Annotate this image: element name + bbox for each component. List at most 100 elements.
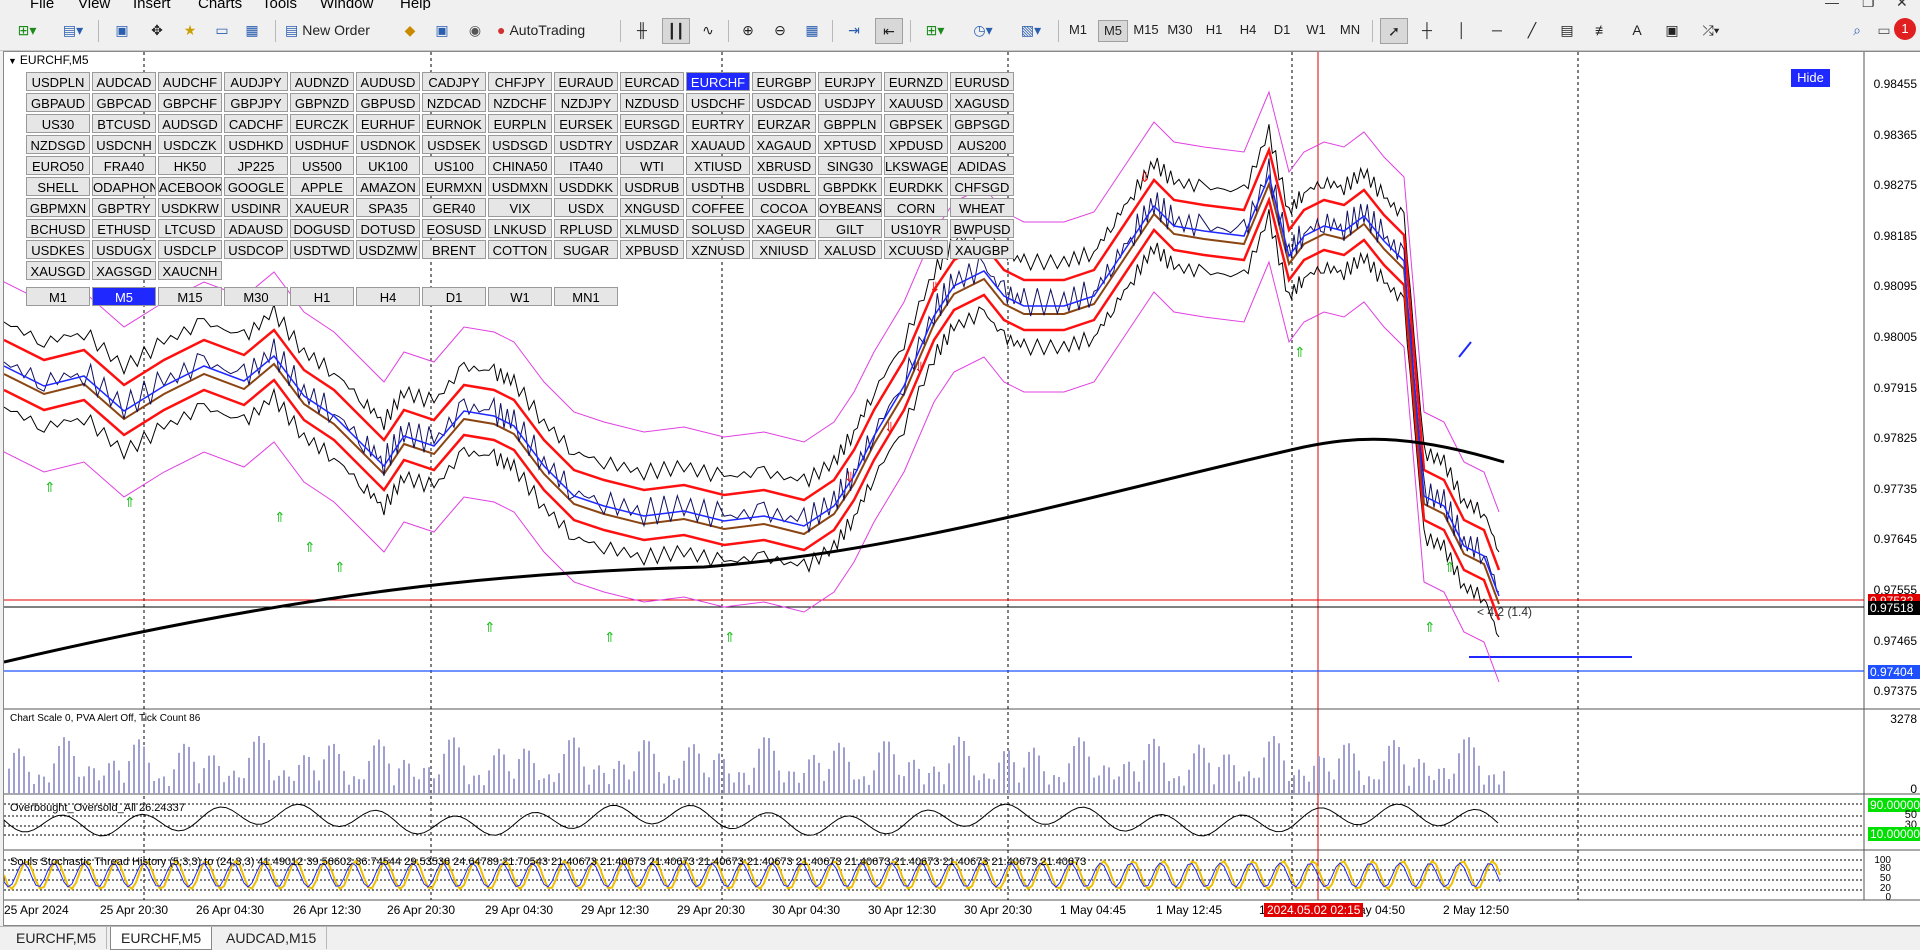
symbol-button-dotusd[interactable]: DOTUSD	[356, 219, 420, 238]
tester-icon[interactable]: ▦	[245, 21, 259, 38]
indicators-icon[interactable]: ⊞▾	[925, 21, 945, 38]
tf-m30[interactable]: M30	[1167, 22, 1193, 37]
autoscroll-icon[interactable]: ⇥	[848, 21, 860, 38]
symbol-button-usdkrw[interactable]: USDKRW	[158, 198, 222, 217]
symbol-button-us10yr[interactable]: US10YR	[884, 219, 948, 238]
symbol-button-sing30[interactable]: SING30	[818, 156, 882, 175]
profiles-icon[interactable]: ▤▾	[62, 21, 84, 38]
options-icon[interactable]: ▣	[435, 21, 449, 38]
timeframe-button-h4[interactable]: H4	[356, 287, 420, 306]
templates-icon[interactable]: ▧▾	[1020, 21, 1042, 38]
symbol-button-eurjpy[interactable]: EURJPY	[818, 72, 882, 91]
chart-canvas[interactable]: ⇑ ⇑ ⇑ ⇑ ⇑ ⇑ ⇑ ⇑ ⇑ ⇑ ⇑ ⇓ ⇓ ⇓ ⇓ ⇓	[4, 52, 1920, 925]
symbol-button-corn[interactable]: CORN	[884, 198, 948, 217]
symbol-button-eursgd[interactable]: EURSGD	[620, 114, 684, 133]
symbol-button-gbpaud[interactable]: GBPAUD	[26, 93, 90, 112]
data-window-icon[interactable]: ✥	[151, 21, 163, 38]
symbol-button-eurusd[interactable]: EURUSD	[950, 72, 1014, 91]
symbol-button-xaugbp[interactable]: XAUGBP	[950, 240, 1014, 259]
symbol-button-eurgbp[interactable]: EURGBP	[752, 72, 816, 91]
symbol-button-usdhuf[interactable]: USDHUF	[290, 135, 354, 154]
symbol-button-adidas[interactable]: ADIDAS	[950, 156, 1014, 175]
symbol-button-xpbusd[interactable]: XPBUSD	[620, 240, 684, 259]
symbol-button-gbpmxn[interactable]: GBPMXN	[26, 198, 90, 217]
symbol-button-gilt[interactable]: GILT	[818, 219, 882, 238]
symbol-button-xngusd[interactable]: XNGUSD	[620, 198, 684, 217]
symbol-button-usdpln[interactable]: USDPLN	[26, 72, 90, 91]
tab-eurchf-m5-2[interactable]: EURCHF,M5	[110, 927, 213, 950]
symbol-button-usdsgd[interactable]: USDSGD	[488, 135, 552, 154]
symbol-button-audjpy[interactable]: AUDJPY	[224, 72, 288, 91]
symbol-button-fra40[interactable]: FRA40	[92, 156, 156, 175]
symbol-button-xniusd[interactable]: XNIUSD	[752, 240, 816, 259]
symbol-button-wti[interactable]: WTI	[620, 156, 684, 175]
symbol-button-vix[interactable]: VIX	[488, 198, 552, 217]
timeframe-button-h1[interactable]: H1	[290, 287, 354, 306]
symbol-button-us500[interactable]: US500	[290, 156, 354, 175]
market-watch-icon[interactable]: ▣	[115, 21, 129, 38]
symbol-button-cadchf[interactable]: CADCHF	[224, 114, 288, 133]
symbol-button-eosusd[interactable]: EOSUSD	[422, 219, 486, 238]
symbol-button-audcad[interactable]: AUDCAD	[92, 72, 156, 91]
symbol-button-odaphon[interactable]: ODAPHON	[92, 177, 156, 196]
symbol-button-btcusd[interactable]: BTCUSD	[92, 114, 156, 133]
search-icon[interactable]: ⌕	[1853, 21, 1861, 38]
signals-icon[interactable]: ◉	[468, 21, 482, 38]
cursor-icon[interactable]: ➚	[1380, 18, 1408, 44]
symbol-button-euro50[interactable]: EURO50	[26, 156, 90, 175]
tf-w1[interactable]: W1	[1306, 22, 1326, 37]
symbol-button-usdugx[interactable]: USDUGX	[92, 240, 156, 259]
symbol-button-xptusd[interactable]: XPTUSD	[818, 135, 882, 154]
symbol-button-sugar[interactable]: SUGAR	[554, 240, 618, 259]
symbol-button-cocoa[interactable]: COCOA	[752, 198, 816, 217]
navigator-icon[interactable]: ★	[183, 21, 197, 38]
symbol-button-usddkk[interactable]: USDDKK	[554, 177, 618, 196]
symbol-button-ita40[interactable]: ITA40	[554, 156, 618, 175]
symbol-button-xalusd[interactable]: XALUSD	[818, 240, 882, 259]
symbol-button-bwpusd[interactable]: BWPUSD	[950, 219, 1014, 238]
terminal-icon[interactable]: ▭	[215, 21, 229, 38]
hide-button[interactable]: Hide	[1791, 69, 1830, 87]
symbol-button-eurchf[interactable]: EURCHF	[686, 72, 750, 91]
symbol-button-eurhuf[interactable]: EURHUF	[356, 114, 420, 133]
candlestick-icon[interactable]: ┃┃	[662, 18, 690, 44]
symbol-button-usdczk[interactable]: USDCZK	[158, 135, 222, 154]
symbol-button-adausd[interactable]: ADAUSD	[224, 219, 288, 238]
menu-view[interactable]: View	[78, 0, 111, 10]
timeframe-button-m5[interactable]: M5	[92, 287, 156, 306]
symbol-button-usdnok[interactable]: USDNOK	[356, 135, 420, 154]
zoom-out-icon[interactable]: ⊖	[774, 21, 786, 38]
symbol-button-uk100[interactable]: UK100	[356, 156, 420, 175]
tab-eurchf-m5-1[interactable]: EURCHF,M5	[6, 927, 108, 949]
tf-mn[interactable]: MN	[1339, 22, 1361, 37]
symbol-button-usdx[interactable]: USDX	[554, 198, 618, 217]
timeframe-button-d1[interactable]: D1	[422, 287, 486, 306]
metaeditor-icon[interactable]: ◆	[404, 21, 416, 38]
symbol-button-gbppln[interactable]: GBPPLN	[818, 114, 882, 133]
symbol-button-eurnzd[interactable]: EURNZD	[884, 72, 948, 91]
fibonacci-icon[interactable]: ≢	[1595, 22, 1609, 38]
menu-tools[interactable]: Tools	[262, 0, 298, 10]
symbol-button-usdtwd[interactable]: USDTWD	[290, 240, 354, 259]
horizontal-line-icon[interactable]: ─	[1492, 22, 1502, 38]
symbol-button-cotton[interactable]: COTTON	[488, 240, 552, 259]
symbol-button-rplusd[interactable]: RPLUSD	[554, 219, 618, 238]
text-icon[interactable]: A	[1632, 22, 1642, 38]
symbol-button-usdchf[interactable]: USDCHF	[686, 93, 750, 112]
timeframe-button-m30[interactable]: M30	[224, 287, 288, 306]
close-icon[interactable]: ✕	[1896, 0, 1908, 10]
symbol-button-shell[interactable]: SHELL	[26, 177, 90, 196]
tf-m15[interactable]: M15	[1133, 22, 1159, 37]
symbol-button-xausgd[interactable]: XAUSGD	[26, 261, 90, 280]
symbol-button-audnzd[interactable]: AUDNZD	[290, 72, 354, 91]
chat-icon[interactable]: ▭	[1877, 21, 1891, 38]
symbol-button-coffee[interactable]: COFFEE	[686, 198, 750, 217]
menu-charts[interactable]: Charts	[198, 0, 243, 10]
symbol-button-ltcusd[interactable]: LTCUSD	[158, 219, 222, 238]
symbol-button-eurtry[interactable]: EURTRY	[686, 114, 750, 133]
arrows-icon[interactable]: ⤮▾	[1702, 21, 1720, 38]
symbol-button-gbpnzd[interactable]: GBPNZD	[290, 93, 354, 112]
symbol-button-nzdsgd[interactable]: NZDSGD	[26, 135, 90, 154]
symbol-button-audsgd[interactable]: AUDSGD	[158, 114, 222, 133]
autotrading-button[interactable]: ● AutoTrading	[497, 22, 586, 38]
